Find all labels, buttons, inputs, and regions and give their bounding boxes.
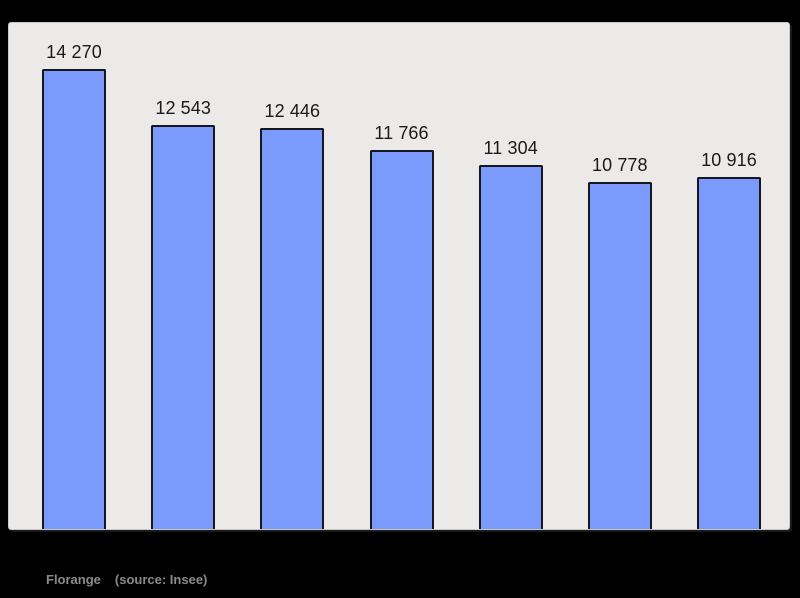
bar-value-label: 11 304 (483, 137, 538, 158)
caption-place: Florange (46, 572, 101, 587)
bar-rect[interactable] (587, 181, 652, 529)
bar-group[interactable]: 10 916 (697, 23, 761, 529)
bar-rect[interactable] (369, 149, 434, 529)
bar-rect[interactable] (260, 127, 325, 529)
bar-value-label: 12 543 (155, 97, 211, 118)
bar-group[interactable]: 11 766 (369, 23, 434, 529)
bar-group[interactable]: 10 778 (587, 23, 652, 529)
bar-value-label: 11 766 (374, 122, 429, 143)
bar-group[interactable]: 12 446 (260, 23, 325, 529)
bar-rect[interactable] (697, 177, 761, 529)
bar-value-label: 10 778 (592, 154, 648, 175)
bar-rect[interactable] (151, 124, 216, 529)
bar-group[interactable]: 12 543 (151, 23, 216, 529)
bar-group[interactable]: 14 270 (42, 23, 106, 529)
bar-value-label: 12 446 (264, 100, 321, 121)
bar-group[interactable]: 11 304 (478, 23, 543, 529)
plot-panel: 14 270 12 543 12 446 11 766 11 304 10 778 10 9… (8, 22, 790, 530)
caption-source: (source: Insee) (114, 572, 208, 587)
chart-caption: Florange (source: Insee) (46, 572, 207, 587)
bars-layer: 14 270 12 543 12 446 11 766 11 304 10 778 10 9… (9, 23, 789, 529)
bar-value-label: 14 270 (46, 42, 102, 63)
bar-rect[interactable] (42, 69, 106, 529)
bar-rect[interactable] (478, 164, 543, 529)
bar-value-label: 10 916 (701, 150, 757, 171)
